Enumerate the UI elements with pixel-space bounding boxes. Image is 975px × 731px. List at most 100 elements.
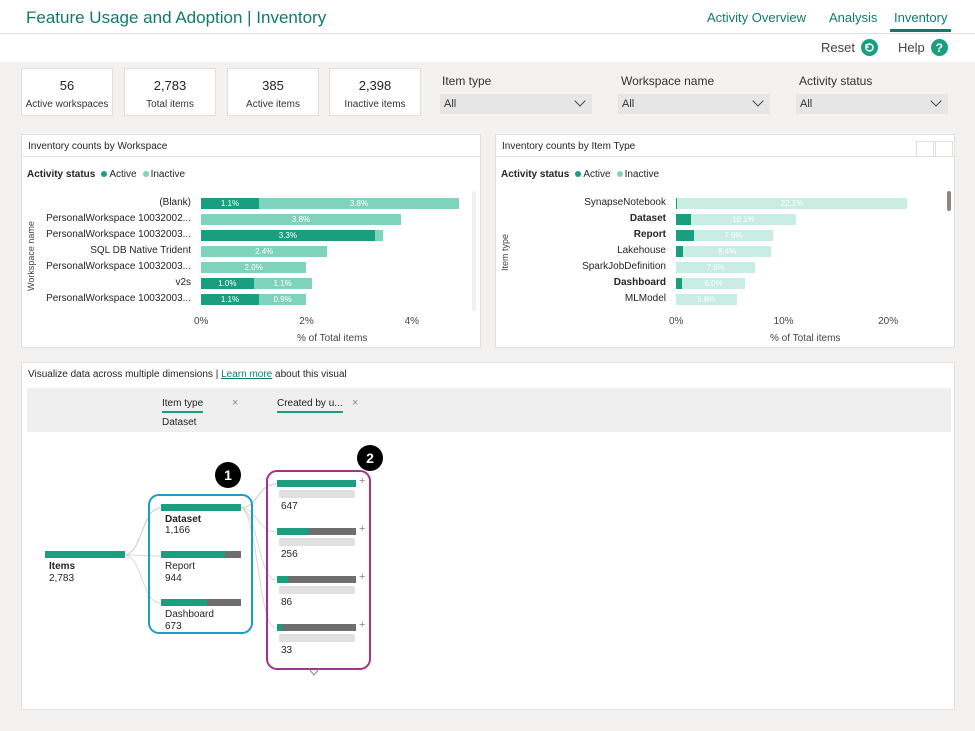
filter-created-by[interactable]: Created by u...	[277, 398, 343, 413]
itemtype-chart-legend: Activity status Active Inactive	[501, 169, 659, 180]
filter-item-type[interactable]: Item type	[162, 398, 204, 413]
legend-active[interactable]: Active	[575, 169, 611, 180]
bar-inactive[interactable]	[253, 278, 312, 289]
close-icon[interactable]: ×	[352, 397, 359, 409]
bar-inactive[interactable]	[682, 278, 745, 289]
bar-inactive[interactable]	[693, 230, 774, 241]
data-label: 1.0%	[218, 279, 237, 288]
close-icon[interactable]: ×	[232, 397, 239, 409]
bar-inactive[interactable]	[258, 294, 307, 305]
bar-active[interactable]	[676, 198, 678, 209]
tab-analysis[interactable]: Analysis	[829, 10, 878, 25]
root-bar[interactable]	[45, 551, 125, 558]
expand-plus-icon[interactable]: +	[359, 571, 366, 583]
level2-value: 256	[281, 549, 298, 560]
redacted-label	[279, 490, 355, 498]
data-label: 1.1%	[273, 279, 292, 288]
workspace-slicer-label: Workspace name	[621, 74, 715, 88]
bar-active[interactable]	[676, 246, 684, 257]
category-label: SQL DB Native Trident	[90, 245, 191, 256]
category-label: (Blank)	[159, 197, 191, 208]
level1-bar-report-rest	[225, 551, 241, 558]
data-label: 8.4%	[718, 247, 737, 256]
bar-inactive[interactable]	[374, 230, 383, 241]
workspace-dropdown[interactable]: All	[618, 94, 770, 114]
workspace-chart-card: Inventory counts by Workspace Activity s…	[21, 134, 481, 348]
category-label: Dashboard	[613, 277, 666, 288]
tab-inventory[interactable]: Inventory	[890, 10, 952, 32]
legend-active[interactable]: Active	[101, 169, 137, 180]
scrollbar-thumb[interactable]	[947, 191, 951, 211]
activity-dropdown[interactable]: All	[796, 94, 948, 114]
more-options-icon[interactable]	[935, 141, 953, 157]
toolbar: Reset Help ?	[0, 34, 975, 62]
root-label: Items	[49, 561, 76, 572]
level2-bar[interactable]	[277, 576, 288, 583]
data-label: 7.6%	[724, 231, 743, 240]
bar-inactive[interactable]	[676, 294, 737, 305]
category-label: Report	[633, 229, 666, 240]
category-label: PersonalWorkspace 10032003...	[46, 261, 191, 272]
bar-inactive[interactable]	[201, 214, 402, 225]
kpi-total-items: 2,783 Total items	[124, 68, 216, 116]
focus-mode-icon[interactable]	[916, 141, 934, 157]
drill-filter-bar: Item type × Dataset Created by u... ×	[27, 388, 951, 432]
learn-more-link[interactable]: Learn more	[221, 369, 273, 380]
reset-label: Reset	[821, 40, 855, 55]
category-label: MLModel	[624, 293, 666, 304]
bar-inactive[interactable]	[201, 262, 307, 273]
item-type-dropdown[interactable]: All	[440, 94, 592, 114]
bar-inactive[interactable]	[258, 198, 459, 209]
level1-bar-dashboard[interactable]	[161, 599, 207, 606]
bar-active[interactable]	[201, 198, 259, 209]
callout-badge-2: 2	[357, 445, 383, 471]
data-label: 2.4%	[255, 247, 274, 256]
x-tick-label: 0%	[669, 316, 684, 327]
x-tick-label: 4%	[404, 316, 420, 327]
expand-plus-icon[interactable]: +	[359, 619, 366, 631]
redacted-label	[279, 586, 355, 594]
tab-activity-overview[interactable]: Activity Overview	[707, 10, 806, 25]
bar-active[interactable]	[201, 278, 254, 289]
chevron-down-icon	[930, 95, 942, 107]
decomp-separator: |	[215, 369, 219, 380]
data-label: 22.1%	[780, 199, 804, 208]
level2-bar[interactable]	[277, 528, 308, 535]
category-label: PersonalWorkspace 10032003...	[46, 293, 191, 304]
level2-bar[interactable]	[277, 624, 282, 631]
kpi-active-items: 385 Active items	[227, 68, 319, 116]
x-tick-label: 20%	[878, 316, 899, 327]
bar-active[interactable]	[201, 230, 375, 241]
level2-bar[interactable]	[277, 480, 356, 487]
bar-inactive[interactable]	[676, 262, 756, 273]
decomposition-tree-card: Visualize data across multiple dimension…	[21, 362, 955, 710]
data-label: 3.8%	[291, 215, 311, 224]
data-label: 0.9%	[273, 295, 292, 304]
bar-active[interactable]	[676, 230, 694, 241]
bar-inactive[interactable]	[690, 214, 797, 225]
bar-active[interactable]	[676, 278, 683, 289]
reset-button[interactable]: Reset	[821, 39, 878, 56]
activity-slicer-label: Activity status	[799, 74, 873, 88]
itemtype-chart-title: Inventory counts by Item Type	[502, 141, 636, 152]
expand-plus-icon[interactable]: +	[359, 523, 366, 535]
expand-plus-icon[interactable]: +	[359, 475, 366, 487]
legend-title: Activity status	[501, 169, 570, 180]
workspace-chart-title: Inventory counts by Workspace	[28, 141, 168, 152]
legend-inactive[interactable]: Inactive	[616, 169, 659, 180]
level2-bar-rest	[308, 528, 356, 535]
data-label: 10.1%	[732, 215, 755, 224]
help-button[interactable]: Help ?	[898, 39, 948, 56]
bar-active[interactable]	[201, 294, 259, 305]
bar-inactive[interactable]	[683, 246, 772, 257]
level1-bar-dataset[interactable]	[161, 504, 241, 511]
level1-bar-report[interactable]	[161, 551, 225, 558]
scrollbar-track[interactable]	[472, 191, 476, 311]
bar-inactive[interactable]	[201, 246, 328, 257]
decomp-about: about this visual	[275, 369, 347, 380]
bar-inactive[interactable]	[677, 198, 908, 209]
bar-active[interactable]	[676, 214, 691, 225]
legend-inactive[interactable]: Inactive	[142, 169, 185, 180]
level1-value: 944	[165, 573, 182, 584]
card-header	[496, 135, 954, 157]
